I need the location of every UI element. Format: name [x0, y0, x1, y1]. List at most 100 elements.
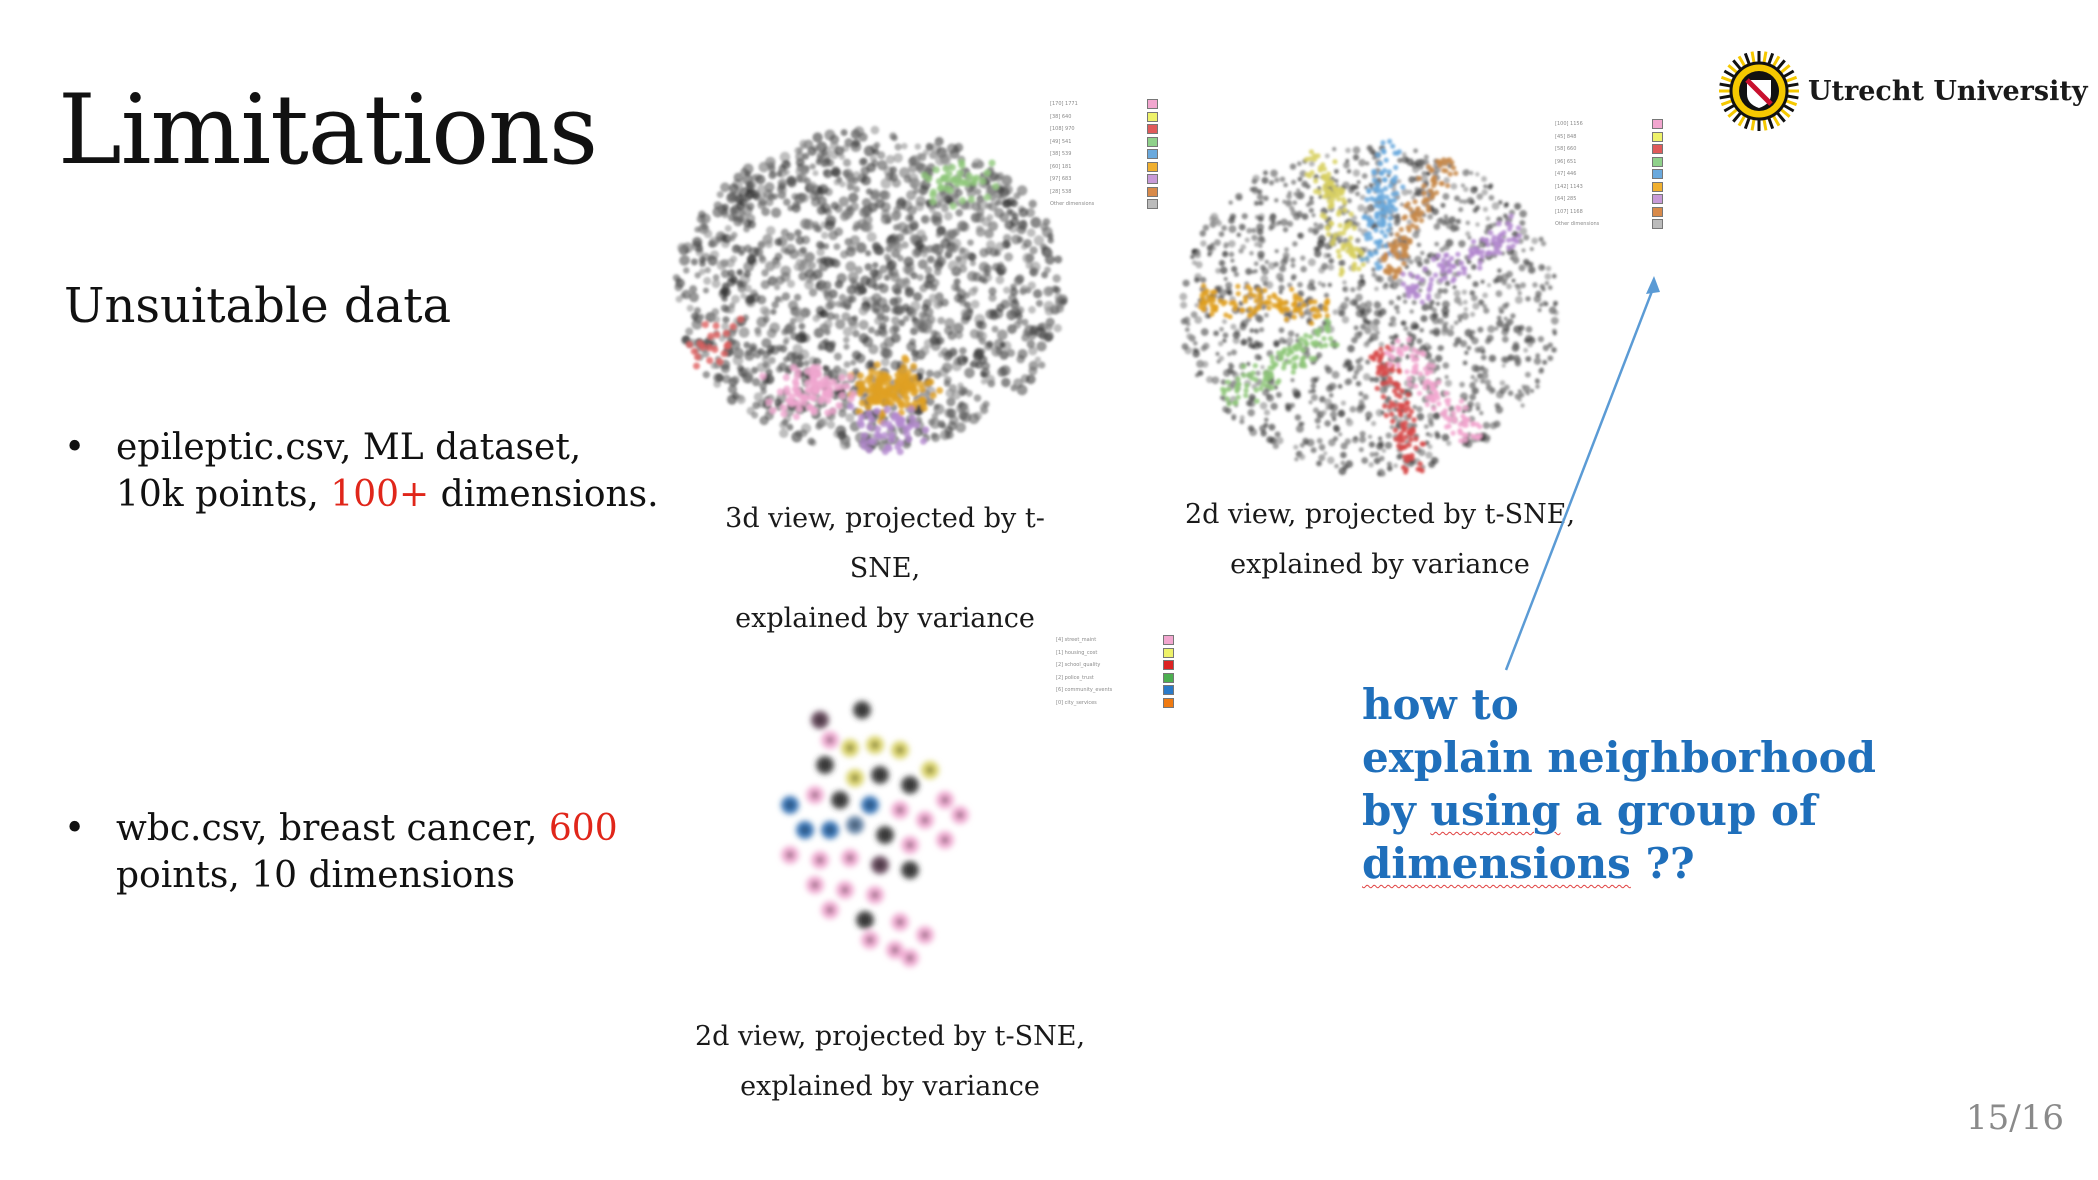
data-point [1373, 250, 1379, 256]
data-point [1305, 202, 1311, 208]
data-point [933, 299, 943, 310]
data-point [997, 261, 1004, 269]
data-point [858, 333, 869, 344]
data-point [1397, 241, 1403, 248]
data-point [864, 403, 872, 411]
data-point [1318, 454, 1326, 462]
data-point [1334, 342, 1340, 348]
data-point [916, 163, 928, 175]
data-point [907, 405, 915, 413]
data-point [927, 767, 933, 773]
arrow-line [1504, 285, 1656, 671]
data-point [830, 389, 841, 400]
data-point [850, 202, 860, 212]
data-point [910, 300, 921, 312]
data-point [713, 380, 722, 388]
data-point [1413, 383, 1419, 389]
data-point [1457, 430, 1463, 436]
data-point [1420, 174, 1429, 183]
data-point [776, 170, 783, 178]
data-point [864, 263, 873, 271]
data-point [1278, 290, 1283, 295]
data-point [1422, 303, 1430, 311]
data-point [731, 375, 740, 385]
data-point [1287, 348, 1293, 354]
data-point [1359, 274, 1365, 279]
data-point [911, 399, 919, 407]
data-point [1458, 207, 1464, 213]
data-point [1396, 348, 1402, 354]
data-point [1228, 240, 1236, 248]
bullet-text: wbc.csv, breast cancer, [116, 808, 549, 849]
data-point [1001, 199, 1011, 209]
data-point [911, 349, 919, 357]
data-point [1324, 313, 1330, 319]
data-point [1471, 337, 1479, 345]
data-point [892, 947, 898, 953]
data-point [936, 184, 944, 192]
data-point [1471, 239, 1477, 245]
data-point [1293, 213, 1301, 221]
data-point [858, 319, 869, 330]
legend-swatch [1147, 111, 1158, 122]
data-point [880, 357, 890, 367]
data-point [787, 802, 793, 808]
data-point [757, 184, 766, 194]
data-point [1423, 424, 1429, 429]
scatter-plot-2d-large [1179, 138, 1559, 477]
data-point [1408, 176, 1416, 184]
data-point [1364, 255, 1370, 262]
data-point [1264, 259, 1269, 265]
data-point [1232, 305, 1238, 312]
data-point [904, 288, 914, 298]
data-point [1253, 298, 1259, 304]
legend-label: [58] 660 [1555, 146, 1577, 153]
data-point [1275, 391, 1282, 398]
data-point [1054, 255, 1063, 264]
data-point [1419, 327, 1425, 333]
data-point [1486, 283, 1492, 288]
data-point [1362, 373, 1371, 381]
data-point [1479, 253, 1485, 260]
data-point [1316, 313, 1323, 319]
data-point [776, 344, 784, 352]
data-point [889, 325, 898, 335]
data-point [1236, 232, 1242, 238]
data-point [1434, 430, 1440, 437]
data-point [793, 293, 802, 302]
data-point [1461, 270, 1467, 276]
data-point [1360, 323, 1367, 330]
data-point [905, 423, 913, 431]
data-point [889, 297, 899, 306]
data-point [1319, 445, 1325, 451]
data-point [1442, 362, 1450, 369]
data-point [743, 341, 751, 349]
data-point [1401, 151, 1407, 157]
data-point [891, 316, 900, 325]
data-point [799, 139, 808, 148]
data-point [1326, 231, 1332, 237]
bullet-line: points, 10 dimensions [116, 855, 516, 896]
data-point [736, 279, 743, 287]
data-point [943, 195, 953, 204]
data-point [1515, 225, 1521, 231]
arrow-head [1646, 276, 1660, 294]
data-point [801, 235, 811, 245]
data-point [1335, 248, 1341, 254]
data-point [984, 229, 995, 239]
data-point [895, 223, 903, 230]
data-point [1450, 165, 1457, 171]
data-point [987, 173, 997, 183]
data-point [1380, 351, 1386, 357]
data-point [966, 172, 973, 180]
data-point [1313, 222, 1318, 227]
data-point [1406, 442, 1412, 448]
data-point [913, 427, 923, 437]
data-point [674, 282, 683, 292]
data-point [1538, 302, 1544, 308]
data-point [1201, 360, 1209, 368]
data-point [848, 320, 859, 330]
data-point [751, 377, 761, 387]
data-point [1338, 467, 1347, 476]
data-point [1408, 259, 1414, 265]
